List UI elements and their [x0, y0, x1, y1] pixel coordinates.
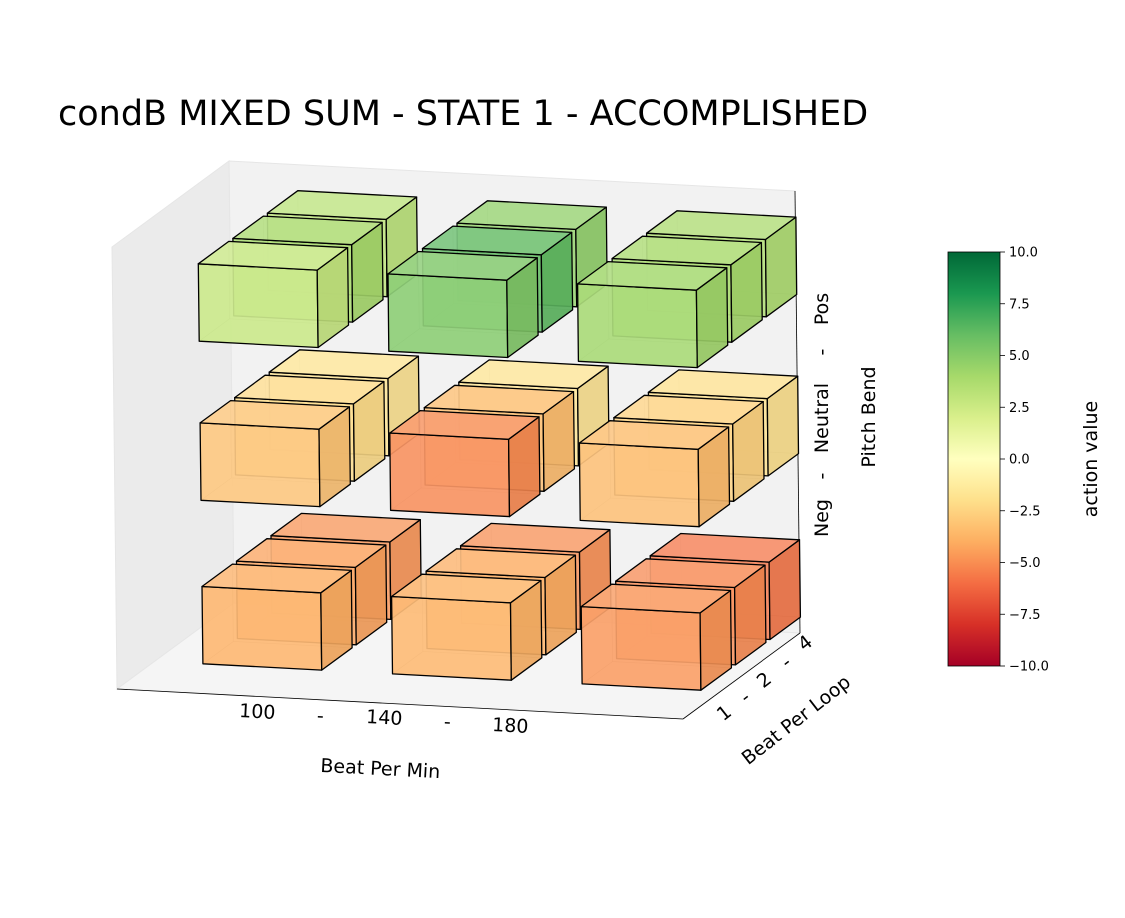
colorbar-tick-label: 0.0	[1009, 453, 1030, 468]
colorbar-tick-label: −7.5	[1009, 608, 1041, 623]
colorbar-gradient	[948, 252, 1000, 666]
colorbar-tick-label: 7.5	[1009, 297, 1030, 312]
colorbar-tick-label: 5.0	[1009, 349, 1030, 364]
colorbar-tick-label: 2.5	[1009, 401, 1030, 416]
colorbar-tick-label: −5.0	[1009, 556, 1041, 571]
colorbar-tick-label: −2.5	[1009, 504, 1041, 519]
colorbar-tick-label: 10.0	[1009, 246, 1038, 261]
colorbar-tick-label: −10.0	[1009, 660, 1049, 675]
colorbar-label: action value	[1080, 401, 1102, 517]
